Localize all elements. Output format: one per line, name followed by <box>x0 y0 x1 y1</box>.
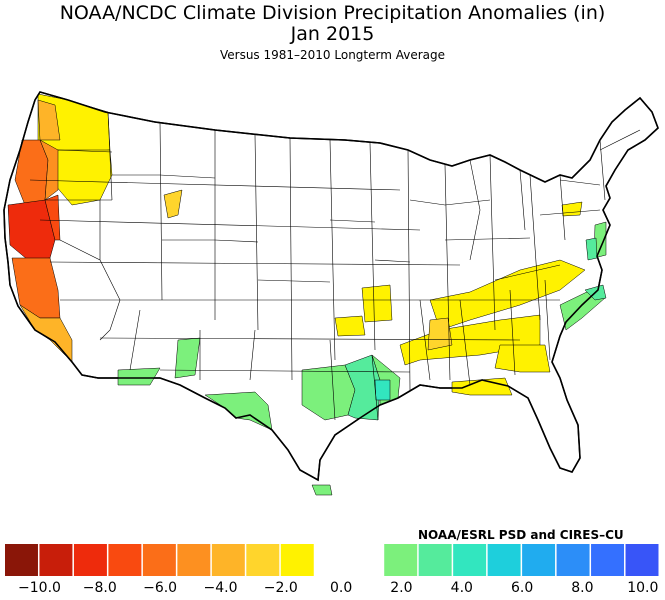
legend-swatch <box>108 544 142 576</box>
legend-tick-label: −10.0 <box>18 580 61 596</box>
chart-title: NOAA/NCDC Climate Division Precipitation… <box>59 2 606 24</box>
legend-swatch <box>314 543 349 577</box>
legend-swatch <box>384 544 418 576</box>
region-texas-coast <box>311 484 333 496</box>
chart-period: Jan 2015 <box>290 23 375 45</box>
legend-swatch <box>418 544 452 576</box>
region-oregon-inland <box>39 139 59 201</box>
legend-tick-label: 2.0 <box>390 580 413 596</box>
legend-swatch <box>280 544 314 576</box>
region-tennessee-w <box>427 317 453 351</box>
legend-swatch <box>142 544 176 576</box>
legend-swatch <box>522 544 556 576</box>
legend-tick-label: 6.0 <box>510 580 534 596</box>
legend-swatch <box>5 544 38 576</box>
legend-tick-label: −4.0 <box>203 580 238 596</box>
region-delmarva <box>585 237 598 261</box>
chart-subtitle: Versus 1981–2010 Longterm Average <box>219 48 446 62</box>
legend-tick-label: 8.0 <box>571 580 594 596</box>
legend-swatch <box>349 543 384 577</box>
legend-tick-label: −8.0 <box>82 580 117 596</box>
legend-swatch <box>246 544 280 576</box>
legend-swatch <box>177 544 211 576</box>
legend-tick-label: −6.0 <box>143 580 178 596</box>
region-idaho <box>163 189 183 219</box>
legend-tick-label: 4.0 <box>450 580 473 596</box>
color-scale-legend <box>5 543 659 577</box>
legend-swatch <box>39 544 73 576</box>
region-arkansas-s <box>374 379 391 401</box>
region-alabama-georgia <box>494 344 551 373</box>
legend-tick-label: 10.0 <box>627 580 659 596</box>
region-gulf-coast <box>451 377 513 396</box>
region-arizona-south <box>117 367 161 386</box>
legend-swatch <box>73 544 107 576</box>
us-outline <box>3 91 659 482</box>
legend-tick-label: −2.0 <box>263 580 298 596</box>
division-borders <box>29 111 641 421</box>
data-credit: NOAA/ESRL PSD and CIRES–CU <box>418 528 624 542</box>
legend-swatch <box>487 544 521 576</box>
us-climate-division-map <box>3 91 659 496</box>
region-olympic <box>37 99 61 141</box>
legend-tick-label: 0.0 <box>329 580 353 596</box>
region-kansas-east <box>334 315 366 337</box>
legend-swatch <box>556 544 590 576</box>
region-missouri <box>361 284 393 323</box>
region-ohio-valley <box>429 259 586 331</box>
legend-swatch <box>591 544 625 576</box>
legend-swatch <box>453 544 487 576</box>
legend-swatch <box>211 544 245 576</box>
legend-swatch <box>625 544 659 576</box>
